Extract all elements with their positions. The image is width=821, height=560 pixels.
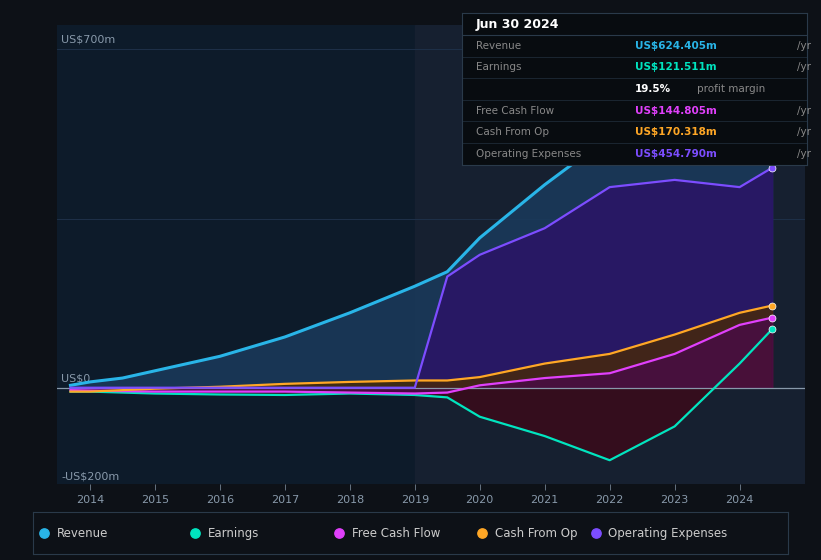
Point [765,313,778,322]
Point [333,529,346,538]
Point [189,529,202,538]
Point [765,82,778,91]
Text: /yr: /yr [796,149,810,159]
Text: US$170.318m: US$170.318m [635,127,717,137]
Text: US$121.511m: US$121.511m [635,63,716,72]
Point [589,529,602,538]
Text: /yr: /yr [796,127,810,137]
Text: Jun 30 2024: Jun 30 2024 [476,18,560,31]
Text: /yr: /yr [796,106,810,116]
Text: Free Cash Flow: Free Cash Flow [476,106,554,116]
Text: Earnings: Earnings [208,527,259,540]
Text: Operating Expenses: Operating Expenses [476,149,581,159]
Text: Cash From Op: Cash From Op [495,527,578,540]
Point [765,301,778,310]
Text: US$144.805m: US$144.805m [635,106,717,116]
Text: /yr: /yr [796,41,810,51]
Text: Free Cash Flow: Free Cash Flow [351,527,440,540]
Text: US$624.405m: US$624.405m [635,41,717,51]
Text: US$454.790m: US$454.790m [635,149,717,159]
Text: US$0: US$0 [62,374,90,384]
Point [475,529,488,538]
Text: profit margin: profit margin [697,84,765,94]
Text: Earnings: Earnings [476,63,521,72]
Text: Cash From Op: Cash From Op [476,127,549,137]
Text: Revenue: Revenue [57,527,108,540]
Point [765,325,778,334]
Text: Revenue: Revenue [476,41,521,51]
Text: -US$200m: -US$200m [62,471,120,481]
Text: US$700m: US$700m [62,35,116,45]
Bar [415,25,805,484]
Text: 19.5%: 19.5% [635,84,671,94]
Text: /yr: /yr [796,63,810,72]
Text: Operating Expenses: Operating Expenses [608,527,727,540]
Point [38,529,51,538]
Point [765,164,778,172]
